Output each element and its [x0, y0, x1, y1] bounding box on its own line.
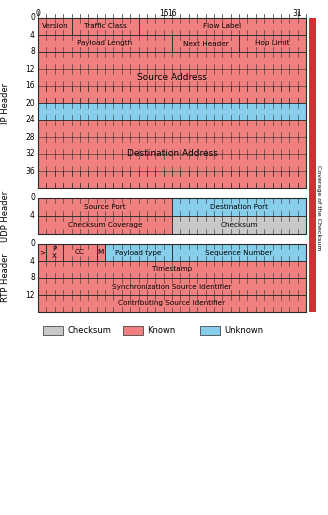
Text: Known: Known: [147, 326, 175, 335]
Bar: [172, 216, 306, 234]
Bar: [38, 295, 306, 312]
Text: Synchronization Source Identifier: Synchronization Source Identifier: [112, 283, 232, 289]
Text: Version: Version: [41, 24, 68, 29]
Bar: [38, 18, 306, 188]
Bar: [38, 198, 172, 216]
Text: Checksum: Checksum: [220, 222, 258, 228]
Text: Flow Label: Flow Label: [203, 24, 241, 29]
Text: 0: 0: [30, 194, 35, 202]
Bar: [172, 244, 306, 261]
Text: 24: 24: [25, 115, 35, 125]
Bar: [72, 18, 138, 35]
Text: Timestamp: Timestamp: [152, 266, 192, 272]
Bar: [38, 244, 46, 261]
Text: 8: 8: [30, 47, 35, 57]
Text: Payload type: Payload type: [115, 249, 162, 255]
Text: 16: 16: [25, 81, 35, 91]
Text: IP Header: IP Header: [2, 82, 10, 124]
Text: Contributing Source Identifier: Contributing Source Identifier: [118, 300, 226, 306]
Text: 12: 12: [26, 290, 35, 300]
Text: >: >: [39, 249, 45, 255]
Text: Traffic Class: Traffic Class: [84, 24, 126, 29]
Text: Coverage of the Checksum: Coverage of the Checksum: [317, 165, 321, 250]
Bar: [38, 216, 172, 234]
Bar: [97, 244, 105, 261]
Text: Unknown: Unknown: [224, 326, 263, 335]
Text: 4: 4: [30, 256, 35, 266]
Bar: [38, 103, 306, 120]
Text: Sequence Number: Sequence Number: [205, 249, 273, 255]
Text: Destination Port: Destination Port: [210, 204, 268, 210]
Bar: [38, 198, 306, 234]
Bar: [43, 326, 63, 335]
Text: 8: 8: [30, 273, 35, 283]
Bar: [38, 35, 172, 52]
Text: 20: 20: [25, 98, 35, 108]
Text: 31: 31: [293, 9, 302, 18]
Text: Checksum Coverage: Checksum Coverage: [68, 222, 142, 228]
Text: CC: CC: [75, 249, 85, 255]
Bar: [63, 244, 97, 261]
Text: P
X: P X: [52, 246, 57, 259]
Bar: [38, 244, 306, 312]
Text: 28: 28: [26, 132, 35, 142]
Bar: [38, 278, 306, 295]
Bar: [239, 35, 306, 52]
Text: Checksum: Checksum: [67, 326, 111, 335]
Text: 16: 16: [167, 9, 177, 18]
Bar: [38, 120, 306, 188]
Text: Destination Address: Destination Address: [127, 149, 217, 159]
Bar: [172, 35, 239, 52]
Text: Next Header: Next Header: [183, 41, 228, 46]
Text: 4: 4: [30, 30, 35, 40]
Text: 0: 0: [35, 9, 40, 18]
Bar: [123, 326, 143, 335]
Bar: [38, 52, 306, 103]
Text: Payload Length: Payload Length: [77, 41, 133, 46]
Text: 12: 12: [26, 64, 35, 74]
Text: Source Address: Source Address: [137, 73, 207, 82]
Bar: [46, 244, 63, 261]
Text: 15: 15: [159, 9, 169, 18]
Text: RTP Header: RTP Header: [2, 253, 10, 302]
Bar: [172, 198, 306, 216]
Text: 4: 4: [30, 212, 35, 220]
Text: 32: 32: [25, 149, 35, 159]
Text: 0: 0: [30, 239, 35, 249]
Bar: [38, 18, 72, 35]
Text: Source Port: Source Port: [84, 204, 126, 210]
Bar: [38, 261, 306, 278]
Bar: [309, 18, 316, 312]
Text: Hop Limit: Hop Limit: [255, 41, 290, 46]
Text: UDP Header: UDP Header: [2, 191, 10, 242]
Text: 0: 0: [30, 13, 35, 23]
Bar: [105, 244, 172, 261]
Text: 36: 36: [25, 166, 35, 176]
Bar: [138, 18, 306, 35]
Text: M: M: [98, 249, 104, 255]
Bar: [200, 326, 220, 335]
